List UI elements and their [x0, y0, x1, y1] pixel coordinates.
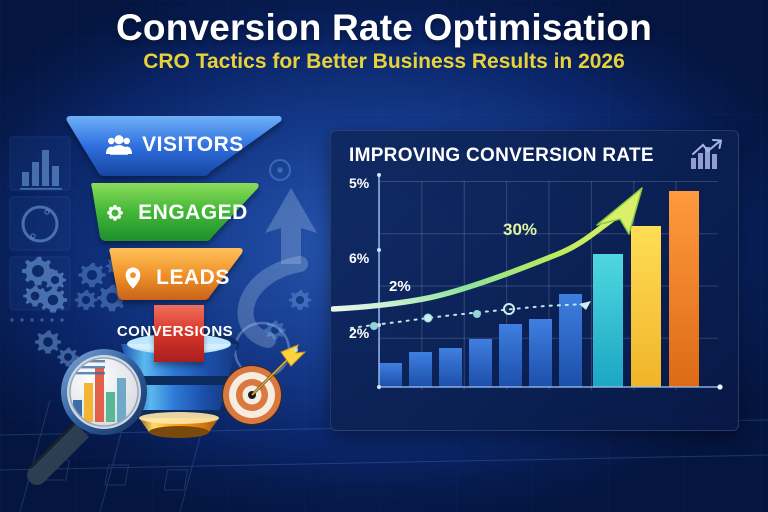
svg-text:30%: 30%	[503, 220, 537, 239]
svg-text:2%: 2%	[389, 278, 411, 295]
